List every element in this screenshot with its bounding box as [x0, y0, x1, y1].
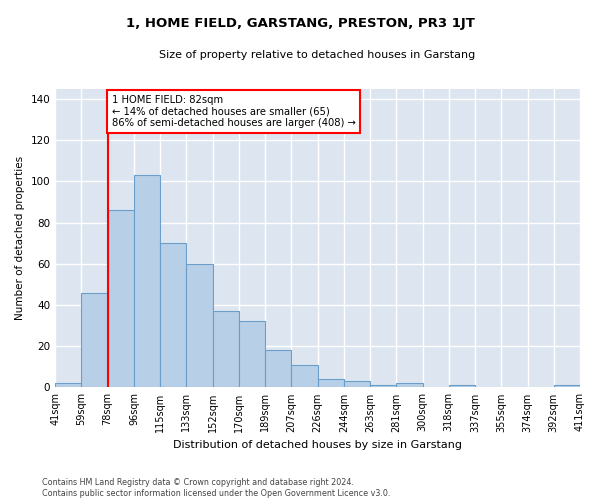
Bar [160, 243, 187, 388]
Text: Contains HM Land Registry data © Crown copyright and database right 2024.
Contai: Contains HM Land Registry data © Crown c… [42, 478, 391, 498]
Bar [107, 210, 134, 388]
Bar [82, 292, 107, 388]
Bar [134, 175, 160, 388]
Bar [55, 384, 82, 388]
Bar [239, 322, 265, 388]
Bar [344, 381, 370, 388]
Bar [449, 386, 475, 388]
Bar [292, 365, 317, 388]
Bar [397, 384, 422, 388]
Bar [212, 311, 239, 388]
Bar [370, 386, 397, 388]
Text: 1 HOME FIELD: 82sqm
← 14% of detached houses are smaller (65)
86% of semi-detach: 1 HOME FIELD: 82sqm ← 14% of detached ho… [112, 94, 355, 128]
Y-axis label: Number of detached properties: Number of detached properties [15, 156, 25, 320]
Bar [187, 264, 212, 388]
Title: Size of property relative to detached houses in Garstang: Size of property relative to detached ho… [160, 50, 476, 60]
Bar [554, 386, 580, 388]
Bar [265, 350, 292, 388]
Bar [317, 379, 344, 388]
X-axis label: Distribution of detached houses by size in Garstang: Distribution of detached houses by size … [173, 440, 462, 450]
Text: 1, HOME FIELD, GARSTANG, PRESTON, PR3 1JT: 1, HOME FIELD, GARSTANG, PRESTON, PR3 1J… [125, 18, 475, 30]
